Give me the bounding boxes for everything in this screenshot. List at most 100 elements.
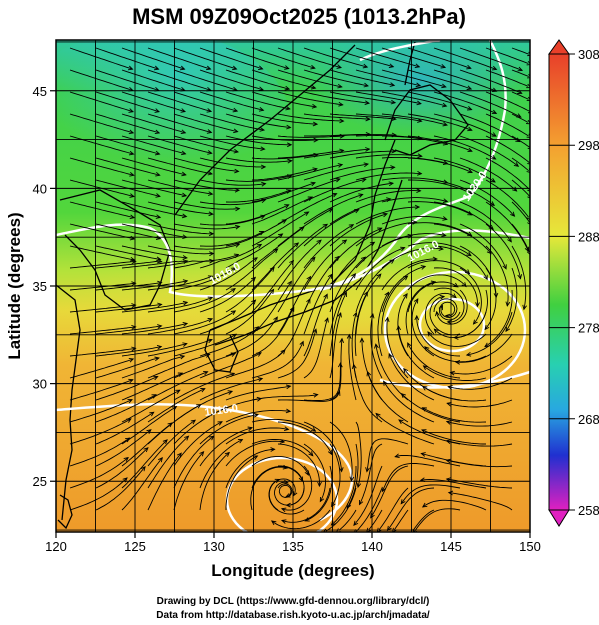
streamline (329, 91, 396, 104)
taiwan-coastline (57, 494, 73, 530)
streamline-arrowhead (466, 64, 472, 70)
streamline (447, 399, 513, 408)
streamline-arrowhead (154, 356, 160, 362)
streamline-arrowhead (285, 408, 292, 414)
streamline (386, 317, 409, 379)
streamline-arrowhead (284, 65, 290, 70)
streamline-arrowhead (354, 529, 359, 532)
x-tick-label: 140 (361, 539, 383, 554)
streamline-arrowhead (284, 85, 291, 91)
streamline (225, 409, 291, 423)
streamline-arrowhead (285, 493, 291, 498)
streamline (446, 440, 513, 447)
streamline (277, 223, 328, 269)
streamline-arrowhead (441, 102, 448, 108)
streamline-arrowhead (232, 65, 238, 71)
streamline (355, 259, 395, 313)
streamline-arrowhead (234, 187, 241, 193)
streamline-arrowhead (510, 211, 516, 217)
streamline-arrowhead (491, 109, 498, 115)
streamline-arrowhead (311, 103, 318, 109)
streamline-arrowhead (237, 439, 244, 444)
streamline (433, 298, 458, 318)
streamline (407, 135, 473, 152)
streamline-arrowhead (445, 458, 451, 464)
streamline (459, 223, 507, 269)
streamline-arrowhead (207, 150, 213, 155)
streamline-arrowhead (293, 491, 298, 497)
streamline-arrowhead (400, 246, 406, 252)
streamline (95, 325, 162, 335)
streamline (366, 438, 409, 472)
streamline-arrowhead (259, 127, 266, 132)
streamline (329, 182, 394, 203)
streamline-arrowhead (445, 420, 452, 425)
streamline (421, 429, 486, 445)
streamline-arrowhead (453, 282, 459, 288)
streamline (69, 245, 135, 261)
streamline-arrowhead (230, 352, 237, 357)
streamline (251, 242, 299, 291)
streamline-arrowhead (424, 346, 430, 352)
streamline (173, 91, 238, 112)
streamline (407, 47, 471, 69)
streamline (375, 344, 409, 401)
streamline (433, 287, 465, 323)
streamline-arrowhead (449, 370, 455, 376)
streamline (355, 154, 422, 159)
streamline-arrowhead (233, 128, 239, 134)
streamline (303, 209, 359, 247)
streamline (433, 69, 497, 92)
streamline-arrowhead (421, 385, 428, 391)
streamline-arrowhead (416, 100, 422, 106)
colorbar-tick-label: 288 (578, 229, 599, 244)
streamline (268, 478, 305, 515)
streamline (173, 267, 236, 291)
streamline (466, 311, 513, 356)
streamline (459, 91, 522, 118)
streamline (433, 135, 496, 160)
streamline (459, 201, 512, 243)
streamline (173, 69, 237, 91)
streamline (485, 69, 529, 87)
streamline (225, 289, 274, 335)
streamline-arrowhead (363, 291, 368, 297)
streamline (173, 451, 204, 511)
streamline (433, 201, 494, 230)
streamline (173, 372, 235, 401)
streamline (225, 440, 285, 467)
streamline (251, 182, 316, 203)
streamline-arrowhead (154, 150, 161, 156)
streamline-arrowhead (323, 293, 328, 299)
streamline-arrowhead (206, 108, 213, 113)
streamline (95, 394, 157, 423)
streamline-arrowhead (505, 326, 511, 333)
streamline-arrowhead (526, 83, 530, 89)
colorbar-tick-label: 308 (578, 47, 599, 62)
streamline-arrowhead (526, 60, 530, 66)
streamline (303, 224, 354, 269)
streamline-arrowhead (224, 451, 230, 457)
streamline-arrowhead (270, 447, 276, 452)
streamline-arrowhead (143, 447, 149, 453)
streamline-arrowhead (446, 319, 452, 325)
streamline-arrowhead (158, 457, 163, 463)
streamline (251, 69, 316, 89)
streamline-arrowhead (227, 390, 234, 395)
x-tick-label: 125 (124, 539, 146, 554)
streamline (303, 317, 329, 379)
streamline-arrowhead (369, 241, 376, 247)
streamline-arrowhead (505, 301, 511, 307)
streamline-arrowhead (129, 193, 135, 198)
streamline-arrowhead (269, 266, 275, 272)
streamline (329, 338, 343, 401)
colorbar-bottom-triangle (548, 509, 570, 527)
streamline-arrowhead (524, 246, 530, 253)
streamline (199, 414, 259, 445)
streamline-arrowhead (467, 190, 473, 195)
isobar-1016-south (56, 402, 354, 522)
streamline-arrowhead (184, 435, 190, 441)
streamline (303, 421, 343, 472)
streamline (95, 447, 149, 489)
streamline (485, 157, 530, 190)
